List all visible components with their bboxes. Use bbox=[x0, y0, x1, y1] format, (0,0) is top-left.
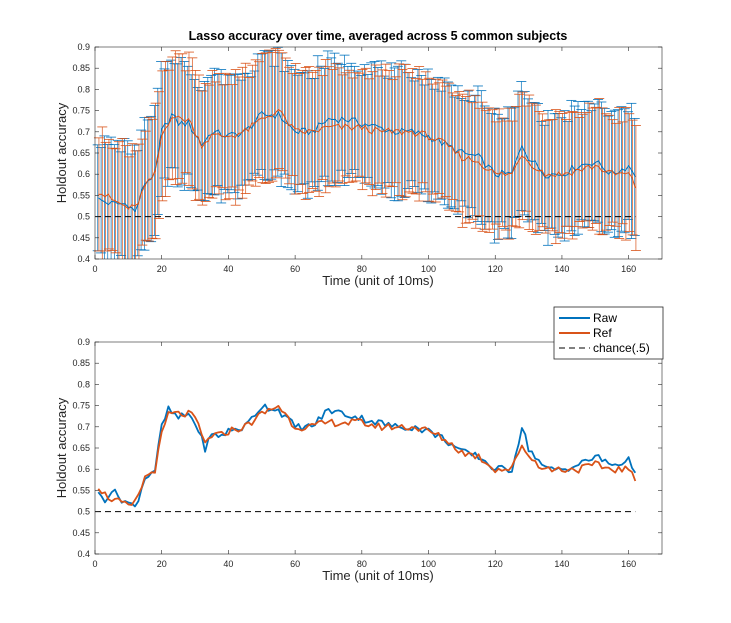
bottom-series-lines bbox=[95, 403, 637, 513]
top-y-tick-label: 0.9 bbox=[77, 42, 90, 52]
error-bar-raw bbox=[112, 139, 123, 259]
bottom-y-tick-label: 0.9 bbox=[77, 337, 90, 347]
legend: Raw Ref chance(.5) bbox=[553, 306, 664, 360]
top-y-tick-label: 0.4 bbox=[77, 254, 90, 264]
top-panel: 0 20 40 60 80 100 120 140 160 0.4 0.45 0.5 0.55 0.6 0.… bbox=[54, 42, 663, 288]
top-x-tick-label: 100 bbox=[421, 264, 436, 274]
bottom-y-tick-label: 0.6 bbox=[77, 464, 90, 474]
bottom-y-tick-label: 0.75 bbox=[72, 401, 90, 411]
bottom-panel: 0 20 40 60 80 100 120 140 160 0.4 0.45 0.5 0.55 0.6 0.… bbox=[54, 337, 663, 583]
bottom-series-raw-line bbox=[97, 403, 637, 508]
top-x-tick-label: 20 bbox=[157, 264, 167, 274]
top-y-tick-label: 0.85 bbox=[72, 63, 90, 73]
top-series-lines bbox=[95, 109, 636, 218]
top-x-tick-label: 140 bbox=[554, 264, 569, 274]
error-bar-ref bbox=[127, 143, 138, 259]
top-x-tick-label: 0 bbox=[92, 264, 97, 274]
top-x-tick-label: 120 bbox=[488, 264, 503, 274]
bottom-y-tick-label: 0.5 bbox=[77, 507, 90, 517]
top-y-tick-label: 0.45 bbox=[72, 233, 90, 243]
bottom-y-tick-label: 0.8 bbox=[77, 379, 90, 389]
bottom-x-tick-label: 120 bbox=[488, 559, 503, 569]
bottom-y-tick-label: 0.7 bbox=[77, 422, 90, 432]
error-bar-raw bbox=[122, 140, 133, 259]
bottom-x-tick-label: 40 bbox=[223, 559, 233, 569]
bottom-y-tick-label: 0.65 bbox=[72, 443, 90, 453]
top-y-tick-label: 0.6 bbox=[77, 169, 90, 179]
chart-title: Lasso accuracy over time, averaged acros… bbox=[189, 29, 568, 43]
bottom-x-tick-label: 100 bbox=[421, 559, 436, 569]
bottom-x-axis-label: Time (unit of 10ms) bbox=[322, 568, 434, 583]
legend-raw-label: Raw bbox=[593, 311, 617, 325]
legend-chance-label: chance(.5) bbox=[593, 341, 650, 355]
top-x-axis-label: Time (unit of 10ms) bbox=[322, 273, 434, 288]
legend-ref-label: Ref bbox=[593, 326, 612, 340]
bottom-y-tick-label: 0.4 bbox=[77, 549, 90, 559]
top-x-tick-label: 80 bbox=[357, 264, 367, 274]
error-bar-ref bbox=[97, 126, 108, 259]
error-bar-raw bbox=[629, 117, 640, 236]
top-y-tick-label: 0.8 bbox=[77, 84, 90, 94]
top-y-tick-label: 0.7 bbox=[77, 127, 90, 137]
top-series-ref-line bbox=[98, 109, 636, 210]
error-bar-raw bbox=[426, 79, 437, 204]
top-y-axis-label: Holdout accuracy bbox=[54, 102, 69, 203]
error-bar-ref bbox=[117, 138, 128, 259]
bottom-y-axis-label: Holdout accuracy bbox=[54, 397, 69, 498]
bottom-axes: 0 20 40 60 80 100 120 140 160 0.4 0.45 0.5 0.55 0.6 0.… bbox=[72, 337, 663, 569]
error-bar-raw bbox=[522, 98, 533, 223]
bottom-x-tick-label: 160 bbox=[621, 559, 636, 569]
error-bar-raw bbox=[312, 55, 323, 191]
bottom-y-tick-label: 0.45 bbox=[72, 528, 90, 538]
error-bar-ref bbox=[120, 145, 131, 259]
bottom-series-ref-line bbox=[97, 405, 637, 506]
top-y-tick-label: 0.65 bbox=[72, 148, 90, 158]
bottom-y-tick-label: 0.85 bbox=[72, 358, 90, 368]
bottom-x-tick-label: 0 bbox=[92, 559, 97, 569]
top-x-tick-label: 60 bbox=[290, 264, 300, 274]
top-y-tick-label: 0.5 bbox=[77, 212, 90, 222]
bottom-x-tick-label: 20 bbox=[157, 559, 167, 569]
error-bar-ref bbox=[567, 110, 578, 240]
top-x-tick-label: 40 bbox=[223, 264, 233, 274]
error-bar-raw bbox=[129, 144, 140, 259]
top-error-bars bbox=[92, 46, 641, 259]
bottom-x-tick-label: 140 bbox=[554, 559, 569, 569]
top-axes: 0 20 40 60 80 100 120 140 160 0.4 0.45 0.5 0.55 0.6 0.… bbox=[72, 42, 663, 274]
bottom-x-tick-label: 80 bbox=[357, 559, 367, 569]
top-x-tick-label: 160 bbox=[621, 264, 636, 274]
top-y-tick-label: 0.75 bbox=[72, 106, 90, 116]
top-series-raw-line bbox=[98, 111, 636, 212]
bottom-y-tick-label: 0.55 bbox=[72, 485, 90, 495]
top-y-tick-label: 0.55 bbox=[72, 190, 90, 200]
error-bar-ref bbox=[630, 125, 641, 251]
bottom-x-tick-label: 60 bbox=[290, 559, 300, 569]
error-bar-raw bbox=[99, 135, 110, 259]
